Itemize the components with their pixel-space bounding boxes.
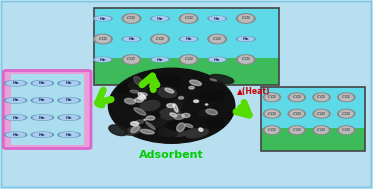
- Text: $CO_2$: $CO_2$: [241, 15, 251, 22]
- Circle shape: [167, 104, 175, 108]
- Ellipse shape: [33, 98, 51, 103]
- Text: $CO_2$: $CO_2$: [316, 110, 327, 118]
- Text: $CO_2$: $CO_2$: [292, 110, 302, 118]
- Circle shape: [340, 94, 353, 101]
- FancyBboxPatch shape: [94, 8, 279, 58]
- Circle shape: [122, 14, 141, 23]
- Circle shape: [263, 93, 280, 102]
- Circle shape: [340, 110, 353, 117]
- Ellipse shape: [128, 83, 147, 91]
- Circle shape: [135, 98, 143, 102]
- Ellipse shape: [153, 17, 168, 20]
- Ellipse shape: [58, 132, 80, 137]
- Ellipse shape: [209, 74, 234, 84]
- Ellipse shape: [31, 115, 53, 120]
- Text: He: He: [100, 58, 106, 62]
- Circle shape: [313, 109, 330, 118]
- Text: $CO_2$: $CO_2$: [98, 35, 108, 43]
- Ellipse shape: [6, 115, 25, 120]
- Text: $CO_2$: $CO_2$: [126, 56, 137, 63]
- Circle shape: [182, 113, 190, 118]
- Text: $CO_2$: $CO_2$: [341, 110, 351, 118]
- Circle shape: [124, 56, 139, 63]
- Ellipse shape: [170, 113, 177, 117]
- Ellipse shape: [31, 132, 53, 137]
- Ellipse shape: [190, 80, 201, 85]
- Text: He: He: [100, 16, 106, 21]
- FancyBboxPatch shape: [11, 74, 84, 145]
- Text: $CO_2$: $CO_2$: [184, 56, 194, 63]
- Circle shape: [122, 55, 141, 64]
- Text: $CO_2$: $CO_2$: [267, 126, 277, 134]
- Ellipse shape: [185, 124, 193, 127]
- Circle shape: [338, 109, 355, 118]
- Text: He: He: [242, 37, 249, 41]
- Ellipse shape: [4, 115, 27, 120]
- Circle shape: [138, 96, 146, 100]
- Ellipse shape: [158, 128, 177, 137]
- Circle shape: [210, 35, 225, 43]
- Ellipse shape: [33, 115, 51, 120]
- Circle shape: [288, 109, 305, 118]
- Text: $CO_2$: $CO_2$: [184, 15, 194, 22]
- Circle shape: [239, 56, 253, 63]
- Ellipse shape: [179, 37, 198, 41]
- Ellipse shape: [60, 98, 78, 103]
- Text: He: He: [214, 58, 220, 62]
- Ellipse shape: [210, 79, 217, 81]
- Ellipse shape: [149, 121, 163, 127]
- Ellipse shape: [60, 115, 78, 120]
- Text: $CO_2$: $CO_2$: [267, 94, 277, 101]
- Ellipse shape: [173, 104, 178, 112]
- Ellipse shape: [33, 81, 51, 85]
- Ellipse shape: [60, 132, 78, 137]
- Ellipse shape: [58, 98, 80, 103]
- Text: $CO_2$: $CO_2$: [267, 110, 277, 118]
- Circle shape: [95, 35, 110, 43]
- Ellipse shape: [174, 114, 185, 119]
- Ellipse shape: [95, 58, 110, 61]
- Ellipse shape: [146, 122, 155, 129]
- Ellipse shape: [134, 108, 146, 115]
- Ellipse shape: [159, 108, 180, 120]
- Ellipse shape: [31, 98, 53, 103]
- Ellipse shape: [141, 93, 147, 96]
- Circle shape: [189, 86, 194, 89]
- Circle shape: [338, 93, 355, 102]
- Ellipse shape: [165, 88, 174, 93]
- Ellipse shape: [207, 119, 225, 129]
- Ellipse shape: [33, 132, 51, 137]
- Ellipse shape: [206, 109, 217, 115]
- Ellipse shape: [109, 68, 235, 143]
- Ellipse shape: [122, 37, 141, 41]
- Ellipse shape: [60, 81, 78, 85]
- Ellipse shape: [134, 77, 142, 85]
- Ellipse shape: [138, 93, 145, 98]
- Ellipse shape: [131, 126, 140, 133]
- Ellipse shape: [109, 125, 127, 136]
- Ellipse shape: [181, 37, 196, 41]
- Text: He: He: [39, 81, 46, 85]
- Text: He: He: [39, 133, 46, 137]
- Circle shape: [179, 97, 184, 99]
- Circle shape: [288, 93, 305, 102]
- Text: He: He: [39, 115, 46, 120]
- Ellipse shape: [31, 81, 53, 86]
- Ellipse shape: [130, 90, 139, 93]
- Ellipse shape: [58, 115, 80, 120]
- Circle shape: [313, 126, 330, 134]
- Text: $CO_2$: $CO_2$: [241, 56, 251, 63]
- FancyBboxPatch shape: [261, 87, 365, 129]
- Ellipse shape: [151, 16, 169, 21]
- Ellipse shape: [4, 81, 27, 86]
- Circle shape: [290, 110, 303, 117]
- Text: He: He: [39, 98, 46, 102]
- Text: He: He: [214, 16, 220, 21]
- Ellipse shape: [142, 126, 150, 135]
- Ellipse shape: [166, 80, 182, 87]
- Ellipse shape: [199, 110, 210, 116]
- Ellipse shape: [236, 37, 255, 41]
- Ellipse shape: [199, 128, 203, 131]
- Ellipse shape: [158, 88, 176, 98]
